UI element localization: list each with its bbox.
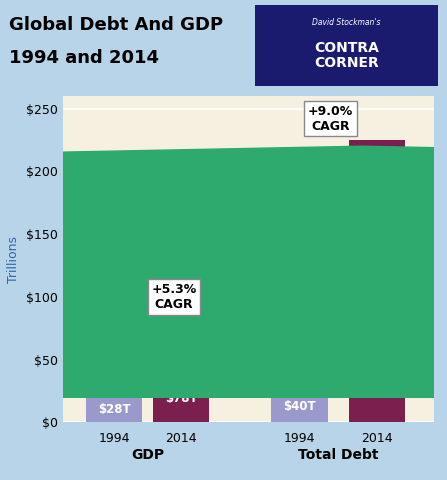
Text: +9.0%
CAGR: +9.0% CAGR bbox=[308, 105, 353, 132]
FancyArrow shape bbox=[0, 146, 447, 387]
Text: 1994: 1994 bbox=[284, 432, 316, 445]
Text: $225T: $225T bbox=[357, 359, 397, 372]
FancyArrow shape bbox=[0, 332, 447, 397]
Text: 2014: 2014 bbox=[165, 432, 197, 445]
Bar bbox=[86, 387, 143, 422]
Text: Total Debt: Total Debt bbox=[298, 447, 379, 461]
Text: 1994 and 2014: 1994 and 2014 bbox=[9, 49, 159, 67]
Text: GDP: GDP bbox=[131, 447, 164, 461]
Text: $40T: $40T bbox=[283, 400, 316, 413]
Bar bbox=[271, 372, 328, 422]
Text: 1994: 1994 bbox=[98, 432, 130, 445]
Text: 2014: 2014 bbox=[361, 432, 393, 445]
Y-axis label: Trillions: Trillions bbox=[7, 236, 20, 283]
Text: $28T: $28T bbox=[98, 403, 131, 416]
Text: $78T: $78T bbox=[165, 392, 198, 405]
Text: David Stockman's: David Stockman's bbox=[312, 18, 381, 27]
Text: Global Debt And GDP: Global Debt And GDP bbox=[9, 15, 223, 34]
Text: +5.3%
CAGR: +5.3% CAGR bbox=[151, 283, 197, 311]
Bar bbox=[349, 140, 405, 422]
Bar bbox=[153, 324, 210, 422]
Text: CONTRA
CORNER: CONTRA CORNER bbox=[314, 41, 379, 70]
